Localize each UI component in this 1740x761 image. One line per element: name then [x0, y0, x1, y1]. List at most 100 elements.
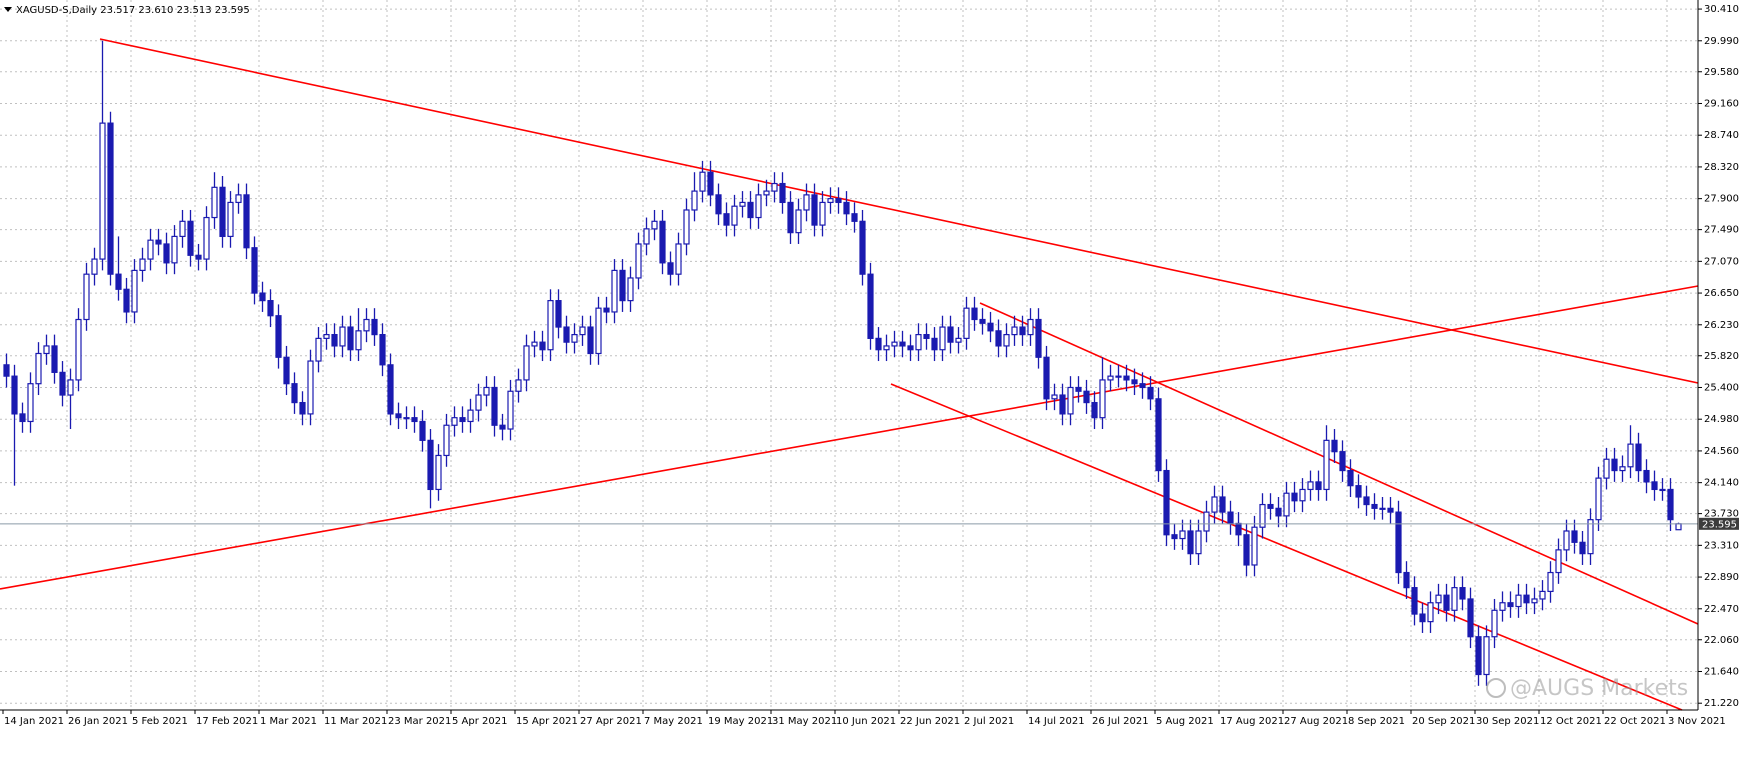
- candle-body: [915, 334, 922, 351]
- candle-body: [1179, 530, 1186, 540]
- axes: 30.410 29.990 29.580 29.160 28.740 28.320 27.9…: [2, 4, 1739, 727]
- candle-body: [3, 364, 10, 377]
- candle-body: [235, 194, 242, 204]
- y-tick-label: 26.230: [1704, 320, 1739, 331]
- candle-body: [1011, 326, 1018, 336]
- x-tick-label: 26 Jan 2021: [68, 716, 128, 727]
- candle-body: [1059, 394, 1066, 415]
- grid: [0, 0, 1698, 710]
- candle-body: [1107, 375, 1114, 381]
- candle-body: [267, 300, 274, 317]
- candle-body: [987, 322, 994, 332]
- candle-body: [531, 341, 538, 347]
- candle-body: [315, 337, 322, 362]
- candle-body: [395, 413, 402, 419]
- x-tick-label: 3 Nov 2021: [1668, 716, 1726, 727]
- x-tick-label: 5 Feb 2021: [132, 716, 188, 727]
- candle-body: [323, 334, 330, 339]
- candle-body: [27, 383, 34, 423]
- candle-body: [1211, 496, 1218, 513]
- candle-body: [483, 386, 490, 396]
- x-tick-label: 31 May 2021: [772, 716, 837, 727]
- candle-body: [1251, 526, 1258, 566]
- candle-body: [1331, 439, 1338, 453]
- candle-body: [171, 235, 178, 264]
- candle-body: [1459, 587, 1466, 600]
- candle-body: [1147, 386, 1154, 400]
- x-tick-label: 14 Jan 2021: [4, 716, 64, 727]
- candle-body: [51, 345, 58, 373]
- candle-body: [203, 216, 210, 260]
- candle-body: [1195, 530, 1202, 555]
- candle-body: [491, 386, 498, 426]
- candle-body: [731, 205, 738, 226]
- candle-body: [787, 201, 794, 234]
- candle-body: [803, 194, 810, 211]
- candle-body: [43, 345, 50, 355]
- candle-body: [1299, 488, 1306, 502]
- candle-body: [347, 326, 354, 351]
- candle-body: [611, 269, 618, 313]
- candle-body: [147, 239, 154, 260]
- candle-body: [579, 326, 586, 336]
- y-tick-label: 29.160: [1704, 98, 1739, 109]
- candle-body: [971, 307, 978, 321]
- candle-body: [883, 345, 890, 351]
- candle-body: [1395, 511, 1402, 574]
- candle-body: [859, 220, 866, 275]
- candle-body: [107, 122, 114, 275]
- watermark: @AUGS Markets: [1486, 676, 1688, 701]
- candle-body: [667, 262, 674, 275]
- candle-body: [1619, 466, 1626, 472]
- candle-body: [123, 288, 130, 313]
- candle-body: [1203, 511, 1210, 532]
- candle-body: [1187, 530, 1194, 555]
- x-tick-label: 20 Sep 2021: [1412, 716, 1475, 727]
- candle-body: [835, 198, 842, 204]
- x-tick-label: 17 Aug 2021: [1220, 716, 1284, 727]
- candle-body: [1075, 386, 1082, 392]
- candle-body: [1067, 386, 1074, 415]
- candle-body: [1363, 496, 1370, 506]
- candle-body: [1219, 496, 1226, 513]
- candle-body: [627, 277, 634, 302]
- candle-body: [699, 171, 706, 192]
- candle-body: [131, 269, 138, 313]
- y-tick-label: 24.560: [1704, 446, 1739, 457]
- candle-body: [1043, 356, 1050, 400]
- watermark-text: @AUGS Markets: [1510, 676, 1688, 701]
- candle-body: [1003, 334, 1010, 347]
- x-tick-label: 12 Oct 2021: [1540, 716, 1602, 727]
- y-tick-label: 25.820: [1704, 351, 1739, 362]
- candle-body: [635, 243, 642, 279]
- candle-body: [179, 220, 186, 238]
- menu-arrow[interactable]: [4, 7, 12, 12]
- candle-body: [907, 345, 914, 351]
- candle-body: [1035, 318, 1042, 358]
- x-tick-label: 2 Jul 2021: [964, 716, 1014, 727]
- candle-body: [891, 341, 898, 347]
- candle-body: [379, 334, 386, 366]
- x-tick-label: 17 Feb 2021: [196, 716, 258, 727]
- candle-body: [1515, 594, 1522, 608]
- candle-body: [339, 326, 346, 347]
- candle-body: [619, 269, 626, 302]
- candle-body: [1339, 451, 1346, 472]
- candle-body: [795, 209, 802, 234]
- candle-body: [683, 209, 690, 245]
- candle-body: [595, 307, 602, 355]
- candle-body: [1603, 458, 1610, 479]
- candle-body: [1419, 613, 1426, 623]
- price-label-box: [1699, 517, 1739, 530]
- candle-body: [955, 337, 962, 343]
- candle-body: [603, 307, 610, 313]
- y-tick-label: 21.220: [1704, 698, 1739, 709]
- candle-body: [507, 390, 514, 430]
- candle-body: [1635, 443, 1642, 472]
- candle-body: [499, 424, 506, 430]
- y-tick-label: 23.730: [1704, 509, 1739, 520]
- candle-body: [435, 454, 442, 491]
- candle-body: [1091, 401, 1098, 419]
- candle-body: [763, 190, 770, 196]
